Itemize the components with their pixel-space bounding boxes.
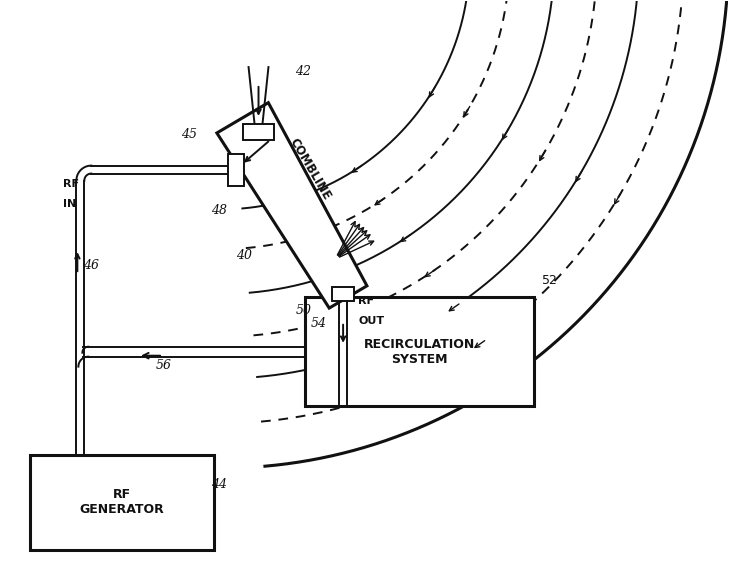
Text: $\mathit{52}$: $\mathit{52}$ (541, 274, 558, 287)
Text: IN: IN (64, 199, 77, 210)
Text: 50: 50 (296, 304, 311, 317)
Text: 42: 42 (296, 65, 311, 78)
Text: RF: RF (358, 296, 374, 306)
Polygon shape (217, 102, 367, 308)
Text: 54: 54 (310, 317, 326, 330)
Bar (228, 153, 244, 185)
Text: 56: 56 (156, 358, 172, 372)
Text: 45: 45 (181, 128, 197, 141)
Text: 48: 48 (211, 204, 227, 217)
Text: 44: 44 (211, 478, 227, 491)
Text: RECIRCULATION
SYSTEM: RECIRCULATION SYSTEM (364, 338, 475, 366)
Text: COMBLINE: COMBLINE (287, 136, 334, 203)
Text: 40: 40 (236, 249, 252, 262)
Bar (30, 455, 214, 549)
Bar (242, 124, 274, 140)
Text: OUT: OUT (358, 316, 384, 326)
Text: RF
GENERATOR: RF GENERATOR (80, 489, 164, 516)
Text: RF: RF (64, 179, 80, 189)
Bar (305, 297, 534, 406)
Bar (332, 287, 354, 301)
Text: 46: 46 (83, 259, 99, 272)
